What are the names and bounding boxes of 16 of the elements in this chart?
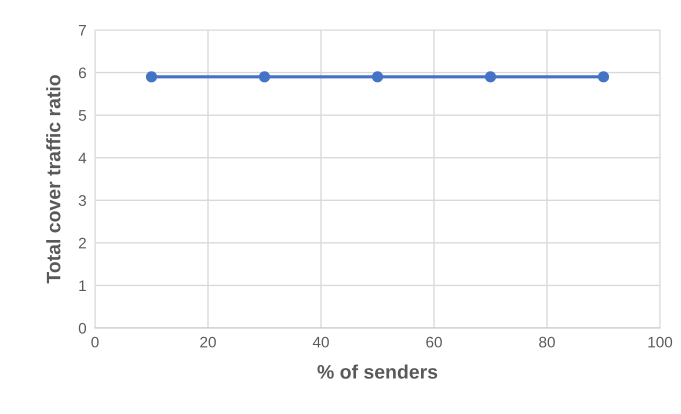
- x-tick-label: 20: [200, 336, 216, 348]
- x-tick-label: 80: [539, 336, 555, 348]
- x-tick-label: 60: [426, 336, 442, 348]
- x-axis-title: % of senders: [317, 364, 438, 379]
- y-tick-label: 4: [78, 152, 86, 164]
- y-tick-label: 1: [79, 280, 86, 291]
- y-tick-label: 5: [78, 110, 86, 121]
- y-tick-label: 7: [78, 25, 86, 36]
- y-axis-title: Total cover traffic ratio: [46, 75, 60, 284]
- y-tick-label: 3: [78, 195, 86, 206]
- y-tick-label: 0: [78, 322, 86, 334]
- x-tick-label: 100: [648, 336, 672, 348]
- x-tick-label: 0: [91, 336, 99, 348]
- y-tick-label: 2: [78, 238, 86, 248]
- y-tick-label: 6: [78, 67, 86, 78]
- x-tick-label: 40: [312, 336, 329, 348]
